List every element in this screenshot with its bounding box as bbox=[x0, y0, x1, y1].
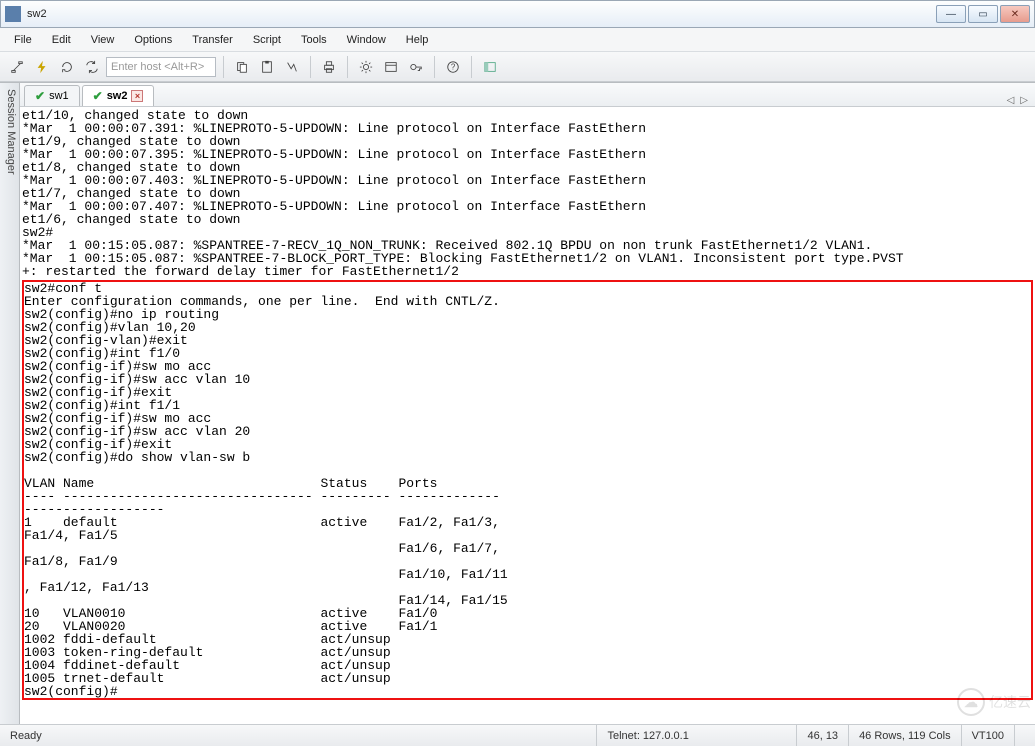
menu-transfer[interactable]: Transfer bbox=[182, 31, 243, 49]
separator bbox=[347, 56, 348, 78]
key-icon[interactable] bbox=[405, 56, 427, 78]
menubar: FileEditViewOptionsTransferScriptToolsWi… bbox=[0, 28, 1035, 52]
window-buttons: — ▭ ✕ bbox=[934, 5, 1030, 23]
status-spacer bbox=[1014, 725, 1035, 746]
settings-icon[interactable] bbox=[355, 56, 377, 78]
menu-window[interactable]: Window bbox=[337, 31, 396, 49]
maximize-button[interactable]: ▭ bbox=[968, 5, 998, 23]
tab-label: sw1 bbox=[49, 90, 69, 102]
host-input[interactable]: Enter host <Alt+R> bbox=[106, 57, 216, 77]
menu-script[interactable]: Script bbox=[243, 31, 291, 49]
properties-icon[interactable] bbox=[380, 56, 402, 78]
link-icon[interactable] bbox=[6, 56, 28, 78]
tab-nav-right[interactable]: ▷ bbox=[1017, 95, 1031, 106]
session-tabs: ✔ sw1 ✔ sw2× ◁ ▷ bbox=[20, 83, 1035, 107]
check-icon: ✔ bbox=[93, 89, 103, 103]
status-connection: Telnet: 127.0.0.1 bbox=[596, 725, 796, 746]
paste-icon[interactable] bbox=[256, 56, 278, 78]
toolbar: Enter host <Alt+R> ? bbox=[0, 52, 1035, 82]
minimize-button[interactable]: — bbox=[936, 5, 966, 23]
menu-file[interactable]: File bbox=[4, 31, 42, 49]
tab-sw2[interactable]: ✔ sw2× bbox=[82, 85, 155, 106]
separator bbox=[310, 56, 311, 78]
copy-icon[interactable] bbox=[231, 56, 253, 78]
check-icon: ✔ bbox=[35, 89, 45, 103]
status-ready: Ready bbox=[0, 725, 596, 746]
status-cursor-pos: 46, 13 bbox=[796, 725, 848, 746]
flash-icon[interactable] bbox=[31, 56, 53, 78]
find-icon[interactable] bbox=[281, 56, 303, 78]
menu-options[interactable]: Options bbox=[124, 31, 182, 49]
tab-sw1[interactable]: ✔ sw1 bbox=[24, 85, 80, 106]
reconnect-icon[interactable] bbox=[81, 56, 103, 78]
tab-label: sw2 bbox=[107, 90, 128, 102]
menu-view[interactable]: View bbox=[81, 31, 125, 49]
status-terminal-type: VT100 bbox=[961, 725, 1014, 746]
window-title: sw2 bbox=[27, 8, 934, 20]
menu-edit[interactable]: Edit bbox=[42, 31, 81, 49]
terminal-output[interactable]: et1/10, changed state to down *Mar 1 00:… bbox=[20, 107, 1035, 724]
highlighted-region: sw2#conf t Enter configuration commands,… bbox=[22, 280, 1033, 700]
refresh-icon[interactable] bbox=[56, 56, 78, 78]
print-icon[interactable] bbox=[318, 56, 340, 78]
statusbar: Ready Telnet: 127.0.0.1 46, 13 46 Rows, … bbox=[0, 724, 1035, 746]
menu-tools[interactable]: Tools bbox=[291, 31, 337, 49]
separator bbox=[223, 56, 224, 78]
panel-icon[interactable] bbox=[479, 56, 501, 78]
svg-text:?: ? bbox=[451, 62, 456, 71]
tab-nav-left[interactable]: ◁ bbox=[1004, 95, 1018, 106]
status-size: 46 Rows, 119 Cols bbox=[848, 725, 961, 746]
close-button[interactable]: ✕ bbox=[1000, 5, 1030, 23]
sidebar-label: Session Manager bbox=[5, 89, 17, 175]
help-icon[interactable]: ? bbox=[442, 56, 464, 78]
terminal-scrollback: et1/10, changed state to down *Mar 1 00:… bbox=[22, 109, 1033, 278]
host-placeholder: Enter host <Alt+R> bbox=[111, 61, 204, 73]
session-manager-sidebar[interactable]: Session Manager bbox=[0, 83, 20, 724]
separator bbox=[471, 56, 472, 78]
separator bbox=[434, 56, 435, 78]
titlebar: sw2 — ▭ ✕ bbox=[0, 0, 1035, 28]
tab-close-icon[interactable]: × bbox=[131, 90, 143, 102]
app-icon bbox=[5, 6, 21, 22]
menu-help[interactable]: Help bbox=[396, 31, 439, 49]
